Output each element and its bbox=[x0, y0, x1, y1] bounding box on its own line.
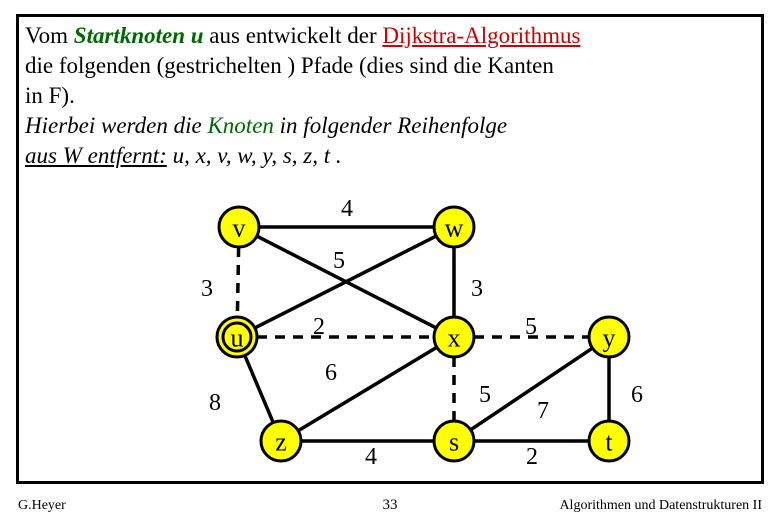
node-y: y bbox=[589, 317, 629, 357]
edge-v-u bbox=[237, 247, 238, 317]
edge-weight-x-z: 6 bbox=[325, 360, 337, 386]
node-z: z bbox=[261, 421, 301, 461]
node-label-u: u bbox=[231, 324, 244, 353]
edge-x-z bbox=[298, 347, 437, 430]
edge-u-z bbox=[245, 355, 273, 422]
edges-layer bbox=[237, 227, 609, 441]
node-x: x bbox=[434, 317, 474, 357]
node-label-v: v bbox=[233, 214, 246, 243]
slide-frame: Vom Startknoten u aus entwickelt der Dij… bbox=[16, 14, 764, 484]
node-t: t bbox=[589, 421, 629, 461]
edge-weight-z-s: 4 bbox=[365, 444, 377, 470]
footer-author: G.Heyer bbox=[18, 498, 66, 514]
node-label-w: w bbox=[445, 214, 464, 243]
edge-weight-w-x: 3 bbox=[471, 276, 483, 302]
edge-weight-y-t: 6 bbox=[631, 382, 643, 408]
node-label-t: t bbox=[605, 428, 613, 457]
node-label-y: y bbox=[603, 324, 616, 353]
node-s: s bbox=[434, 421, 474, 461]
nodes-layer: v w u x y z s t bbox=[217, 207, 629, 461]
edge-weight-v-x: 5 bbox=[333, 248, 345, 274]
edge-weight-u-z: 8 bbox=[209, 390, 221, 416]
edge-weight-v-w: 4 bbox=[341, 196, 353, 222]
node-u: u bbox=[217, 317, 257, 357]
edge-weight-s-t: 2 bbox=[526, 444, 538, 470]
edge-weight-y-s: 7 bbox=[537, 398, 549, 424]
node-w: w bbox=[434, 207, 474, 247]
edge-weight-u-x: 2 bbox=[313, 314, 325, 340]
node-label-s: s bbox=[449, 428, 459, 457]
graph-diagram: v w u x y z s t 4 3 5 3 2 5 8 6 5 7 6 4 2 bbox=[19, 17, 763, 482]
edge-weight-v-u: 3 bbox=[201, 276, 213, 302]
node-v: v bbox=[219, 207, 259, 247]
footer-title: Algorithmen und Datenstrukturen II bbox=[559, 498, 762, 514]
node-label-x: x bbox=[448, 324, 461, 353]
node-label-z: z bbox=[275, 428, 287, 457]
edge-weight-x-y: 5 bbox=[525, 314, 537, 340]
footer-page: 33 bbox=[383, 497, 398, 514]
edge-weight-x-s: 5 bbox=[479, 382, 491, 408]
